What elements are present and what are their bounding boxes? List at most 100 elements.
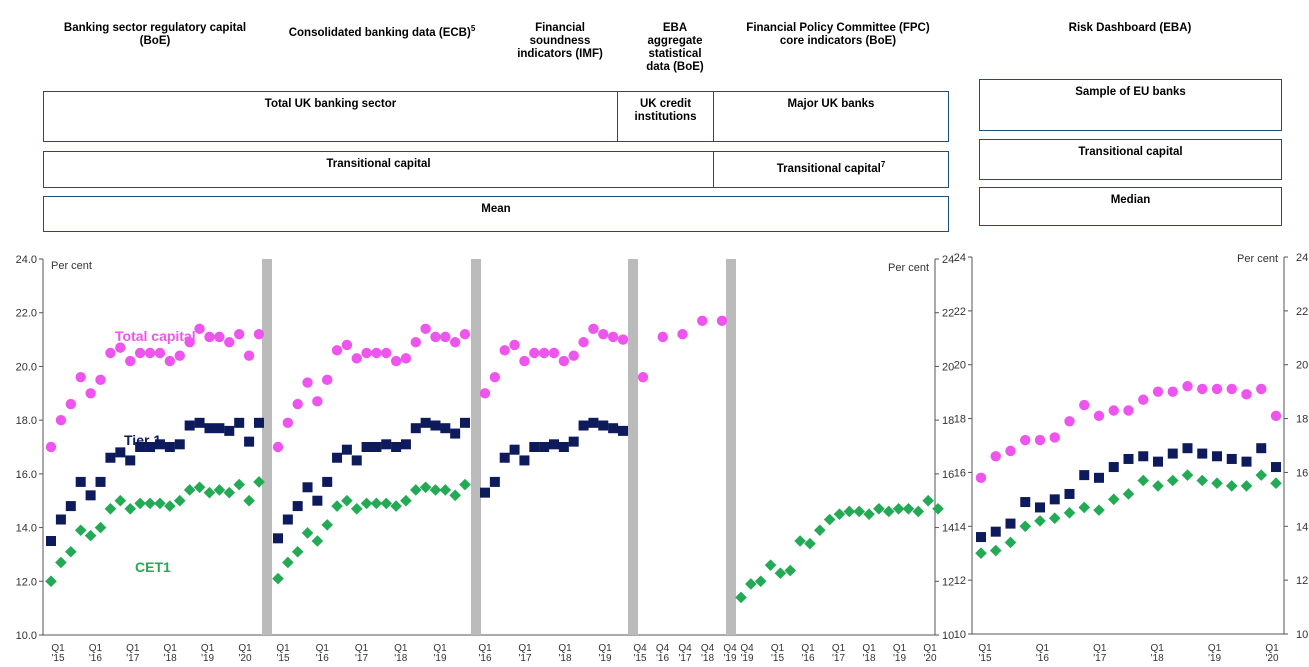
total-capital-point [105, 347, 116, 359]
total-capital-point [519, 355, 530, 367]
total-capital-point [55, 414, 67, 426]
eu-x-tick-label: '16 [1036, 653, 1049, 664]
uk-panel-4-x-tick-label: Q1 [862, 643, 876, 654]
tier-1-point [499, 452, 510, 463]
uk-source-separator [262, 259, 272, 635]
uk-y-tick-label-right: 12 [942, 576, 954, 588]
uk-y-tick-label: 24.0 [16, 254, 37, 266]
total-capital-point [194, 323, 205, 335]
total-capital-point [302, 377, 313, 388]
cet1-point [1107, 493, 1120, 506]
cet1-point [154, 497, 166, 510]
box-uk-credit: UK credit institutions [617, 91, 714, 142]
uk-panel-2-x-tick-label: '19 [598, 653, 611, 664]
cet1-point [1019, 520, 1032, 533]
cet1-point [203, 486, 216, 499]
uk-panel-4-x-tick-label: Q1 [893, 643, 907, 654]
cet1-point [814, 524, 826, 537]
total-capital-point [509, 339, 520, 351]
header-eba-dashboard: Risk Dashboard (EBA) [1068, 22, 1192, 34]
total-capital-point [400, 353, 412, 364]
tier-1-point [154, 439, 165, 450]
uk-panel-3-x-tick-label: '19 [723, 653, 736, 664]
uk-panel-0-x-tick-label: Q1 [51, 643, 65, 654]
box-transitional-fpc-label: Transitional capital [776, 162, 881, 175]
tier-1-point [351, 455, 362, 466]
header-ecb-label: Consolidated banking data (ECB) [288, 26, 471, 39]
cet1-point [272, 572, 284, 585]
cet1-point [804, 537, 816, 550]
cet1-point [419, 481, 432, 494]
tier-1-point [292, 501, 303, 512]
tier-1-point [322, 476, 333, 487]
cet1-point [843, 505, 856, 518]
tier-1-point [1153, 456, 1163, 467]
cet1-point [341, 494, 353, 507]
total-capital-point [578, 337, 589, 348]
uk-panel-4-x-tick-label: '19 [740, 653, 753, 664]
eu-x-tick-label: '20 [1265, 653, 1278, 664]
cet1-point [754, 575, 767, 588]
cet1-point [873, 502, 885, 515]
cet1-point [1181, 469, 1194, 481]
eu-x-tick-label: Q1 [1151, 643, 1165, 654]
eu-x-tick-label: Q1 [1208, 643, 1222, 654]
total-capital-point [1020, 434, 1031, 446]
uk-y-tick-label-right: 10 [942, 630, 954, 642]
total-capital-point [657, 331, 668, 343]
cet1-point [291, 545, 304, 558]
cet1-point [233, 478, 245, 491]
tier-1-point [273, 533, 283, 544]
uk-chart: 10.0 12.0 14.0 16.0 18.0 20.0 22.0 24.0 10 12 14 16… [16, 254, 955, 664]
eu-y-tick-label-right: 18 [1296, 414, 1308, 426]
tier-1-point [55, 514, 66, 525]
tier-1-point [990, 526, 1001, 537]
tier-1-point [1079, 470, 1090, 481]
cet1-point [55, 556, 67, 569]
uk-panel-2-x-tick-label: Q1 [558, 643, 572, 654]
tier-1-point [420, 417, 431, 428]
tier-1-point [1035, 502, 1045, 513]
header-fpc: Financial Policy Committee (FPC) core in… [746, 22, 930, 47]
tier-1-point [588, 417, 599, 428]
tier-1-point [244, 436, 255, 447]
total-capital-point [568, 350, 579, 361]
uk-panel-4-x-tick-label: Q1 [801, 643, 815, 654]
cet1-point [853, 505, 865, 518]
eu-x-tick-label: Q1 [1265, 643, 1279, 654]
eu-y-tick-label-right: 14 [1296, 521, 1308, 533]
tier-1-point [460, 417, 470, 428]
eu-y-tick-label-right: 22 [1296, 306, 1308, 318]
total-capital-point [361, 347, 372, 359]
tier-1-point [371, 442, 382, 452]
total-capital-point [1079, 399, 1090, 411]
tier-1-point [430, 420, 441, 431]
uk-panel-2-x-tick-label: '17 [518, 653, 531, 664]
eu-x-tick-label: Q1 [1093, 643, 1107, 654]
uk-panel-0-x-tick-label: '15 [51, 653, 64, 664]
total-capital-point [351, 353, 362, 364]
eu-y-tick-label-right: 12 [1296, 575, 1308, 587]
uk-panel-3-x-tick-label: '18 [701, 653, 714, 664]
uk-y-tick-label-right: 14 [942, 523, 954, 535]
total-capital-point [292, 398, 303, 410]
uk-panel-0-x-tick-label: '20 [238, 653, 251, 664]
cet1-point [1034, 515, 1046, 527]
cet1-point [1137, 474, 1150, 487]
eu-y-tick-label: 20 [954, 360, 966, 372]
tier-1-point [608, 423, 619, 434]
uk-panel-1-x-tick-label: Q1 [276, 643, 290, 654]
eu-y-tick-label-right: 10 [1296, 629, 1308, 641]
uk-panel-1-x-tick-label: '15 [276, 653, 289, 664]
cet1-point [311, 535, 324, 547]
total-capital-point [85, 388, 96, 399]
total-capital-point [617, 334, 629, 345]
cet1-point [84, 529, 97, 542]
total-capital-point [204, 331, 215, 343]
total-capital-point [45, 441, 57, 453]
total-capital-point [558, 355, 570, 367]
tier-1-point [440, 423, 451, 434]
cet1-point [823, 513, 836, 526]
total-capital-point [1182, 381, 1193, 392]
